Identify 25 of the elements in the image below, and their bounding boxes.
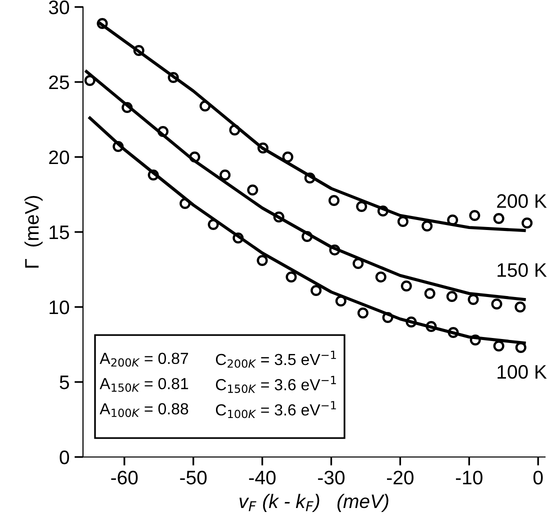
x-tick-label: -20	[387, 470, 414, 484]
y-tick-label: 20	[49, 150, 70, 164]
y-tick-label: 25	[49, 75, 69, 90]
x-tick-label: 0	[533, 470, 543, 484]
annotation: 100 K	[498, 365, 547, 379]
x-axis-title: v$_{F}$ (k - k$_{F}$) (meV)	[240, 494, 388, 512]
annotation: 150 K	[498, 263, 547, 277]
annotation: A$_{200K}$ = 0.87	[100, 352, 188, 367]
x-tick-label: -60	[111, 470, 138, 484]
x-tick-label: -40	[249, 470, 276, 484]
y-tick-label: 10	[50, 300, 70, 314]
y-tick-label: 15	[50, 226, 69, 240]
annotation: C$_{100K}$ = 3.6 eV$^{−1}$	[216, 401, 336, 418]
annotation: 200 K	[497, 194, 547, 208]
annotation: C$_{200K}$ = 3.5 eV$^{−1}$	[216, 350, 336, 368]
y-tick-label: 0	[60, 450, 70, 464]
x-tick-label: -30	[318, 470, 345, 484]
annotation: C$_{150K}$ = 3.6 eV$^{−1}$	[216, 376, 336, 393]
y-tick-label: 30	[48, 0, 70, 14]
y-tick-label: 5	[60, 376, 69, 390]
x-tick-label: -50	[180, 470, 207, 484]
annotation: A$_{150K}$ = 0.81	[100, 378, 188, 392]
y-axis-title: Γ (meV)	[24, 196, 43, 268]
annotation: A$_{100K}$ = 0.88	[100, 403, 188, 418]
x-tick-label: -10	[456, 470, 482, 484]
